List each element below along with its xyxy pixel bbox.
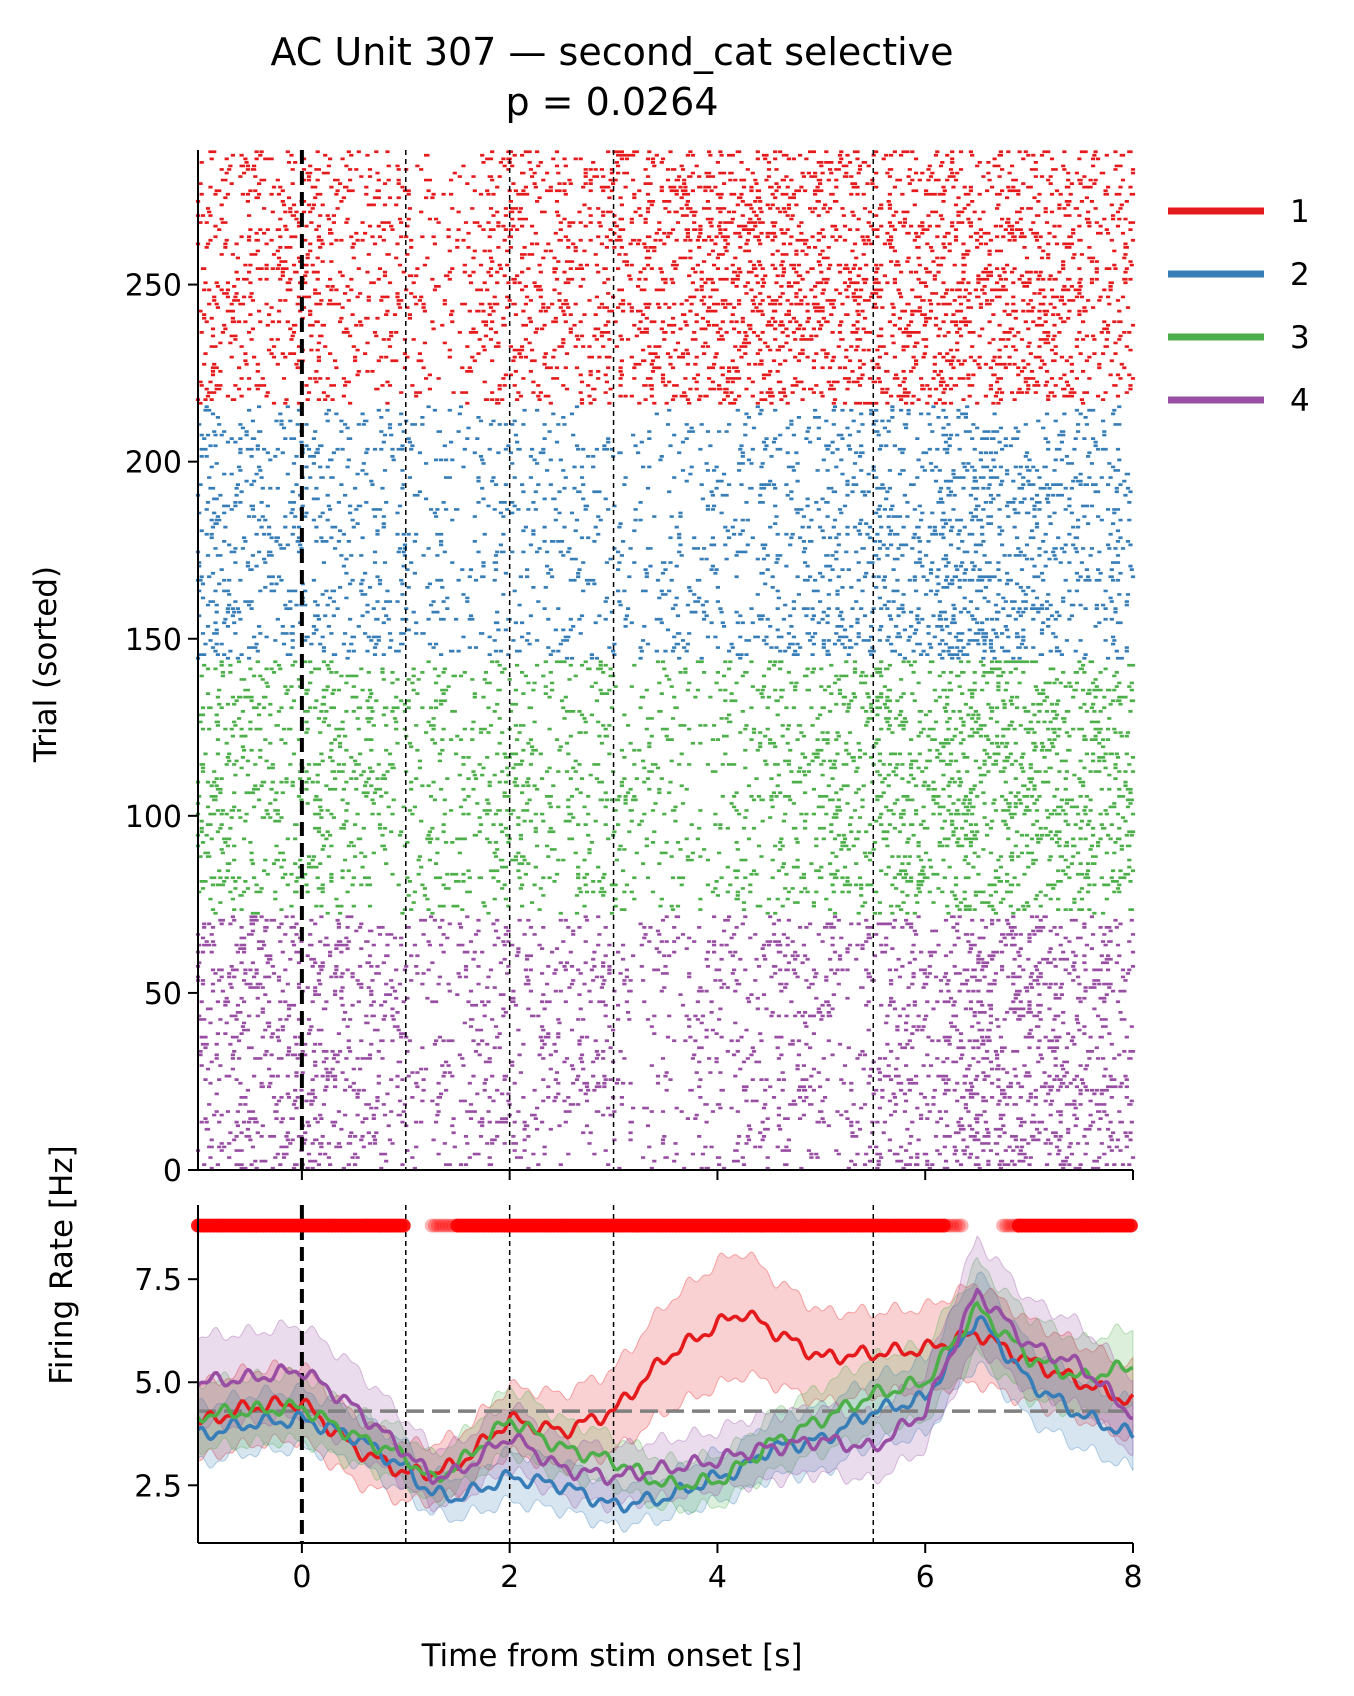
significance-marker-marginal — [431, 1218, 445, 1233]
legend: 1 2 3 4 — [1168, 194, 1310, 419]
significance-marker-marginal — [999, 1218, 1014, 1233]
significance-marker-marginal — [434, 1218, 449, 1233]
significance-marker-marginal — [996, 1218, 1011, 1233]
legend-label-1: 1 — [1290, 194, 1310, 230]
significance-marker — [1123, 1218, 1138, 1233]
significance-marker-marginal — [440, 1218, 455, 1233]
psth-x-tick-label: 6 — [916, 1560, 935, 1595]
psth-y-axis-label: Firing Rate [Hz] — [44, 1145, 80, 1384]
raster-spikes — [195, 150, 1136, 1170]
significance-marker-marginal — [437, 1218, 452, 1233]
legend-label-4: 4 — [1290, 383, 1310, 419]
raster-y-tick-label: 100 — [125, 800, 182, 835]
raster-panel: 0 50 100 150 200 250 Trial (sorted) — [28, 150, 1136, 1189]
series-line-2 — [196, 1315, 1135, 1514]
series-line-3 — [196, 1301, 1134, 1491]
raster-axes: 0 50 100 150 200 250 — [125, 150, 1134, 1189]
raster-y-tick-label: 200 — [125, 446, 182, 481]
raster-spikes-group-1 — [195, 150, 1136, 405]
psth-x-axis-label: Time from stim onset [s] — [421, 1638, 803, 1674]
raster-y-tick-label: 50 — [144, 977, 182, 1012]
series-line-4 — [196, 1287, 1134, 1487]
significance-marker — [936, 1218, 951, 1233]
psth-confidence-bands — [197, 1235, 1134, 1533]
raster-y-axis-label: Trial (sorted) — [28, 566, 64, 763]
psth-x-tick-label: 8 — [1123, 1560, 1142, 1595]
chart-title: AC Unit 307 — second_cat selective — [270, 30, 953, 74]
psth-x-tick-label: 0 — [292, 1560, 311, 1595]
significance-marker-marginal — [951, 1218, 966, 1233]
psth-y-tick-label: 7.5 — [134, 1263, 182, 1298]
raster-spikes-group-2 — [195, 405, 1136, 660]
legend-label-2: 2 — [1290, 257, 1310, 293]
raster-y-tick-label: 250 — [125, 269, 182, 304]
psth-event-lines — [299, 1205, 875, 1543]
chart-subtitle: p = 0.0264 — [505, 80, 718, 124]
raster-y-tick-label: 150 — [125, 623, 182, 658]
raster-spikes-group-3 — [195, 660, 1136, 915]
significance-marker-marginal — [427, 1218, 442, 1233]
significance-marker-marginal — [424, 1218, 439, 1233]
psth-panel: 2.5 5.0 7.5 0 2 4 6 8 Firing Rate [Hz] Time fro… — [44, 1145, 1143, 1674]
psth-x-tick-label: 4 — [708, 1560, 727, 1595]
raster-spikes-group-4 — [195, 915, 1136, 1170]
psth-axes: 2.5 5.0 7.5 0 2 4 6 8 — [134, 1205, 1143, 1595]
significance-marker-marginal — [948, 1218, 963, 1233]
ci-band-1 — [197, 1251, 1134, 1510]
psth-series-lines — [196, 1287, 1135, 1514]
significance-marker — [396, 1218, 411, 1233]
legend-label-3: 3 — [1290, 320, 1310, 356]
psth-y-tick-label: 5.0 — [134, 1366, 182, 1401]
raster-event-lines — [299, 150, 875, 1170]
raster-y-tick-label: 0 — [163, 1154, 182, 1189]
significance-markers — [191, 1218, 1138, 1233]
psth-x-tick-label: 2 — [500, 1560, 519, 1595]
psth-y-tick-label: 2.5 — [134, 1469, 182, 1504]
significance-marker-marginal — [954, 1218, 969, 1233]
